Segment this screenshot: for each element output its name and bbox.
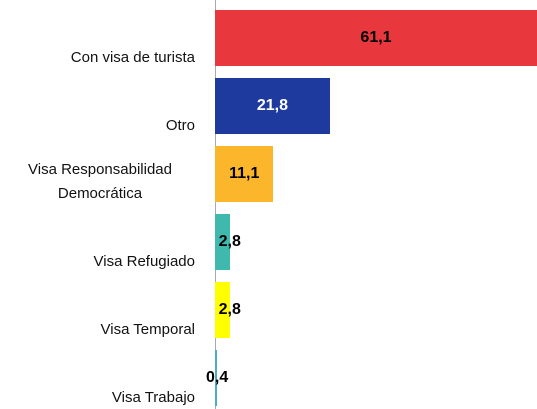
value-label: 11,1 bbox=[229, 165, 260, 182]
value-label: 21,8 bbox=[256, 97, 289, 114]
bar bbox=[215, 78, 330, 134]
category-label: Con visa de turista bbox=[70, 49, 195, 66]
value-label: 2,8 bbox=[218, 301, 241, 318]
category-label: Otro bbox=[165, 117, 195, 134]
category-label: Visa Temporal bbox=[100, 321, 196, 338]
category-label: Visa Refugiado bbox=[93, 253, 195, 270]
bar bbox=[215, 214, 230, 270]
bar bbox=[215, 350, 218, 406]
bar bbox=[215, 146, 274, 202]
value-label: 61,1 bbox=[360, 29, 392, 46]
category-label: Visa Trabajo bbox=[111, 389, 195, 406]
bar bbox=[215, 282, 230, 338]
category-label: Visa Responsabilidad Democrática bbox=[28, 161, 172, 202]
value-label: 0,4 bbox=[205, 369, 229, 386]
value-label: 2,8 bbox=[218, 233, 241, 250]
axis-line bbox=[215, 0, 216, 409]
bar bbox=[215, 10, 537, 66]
